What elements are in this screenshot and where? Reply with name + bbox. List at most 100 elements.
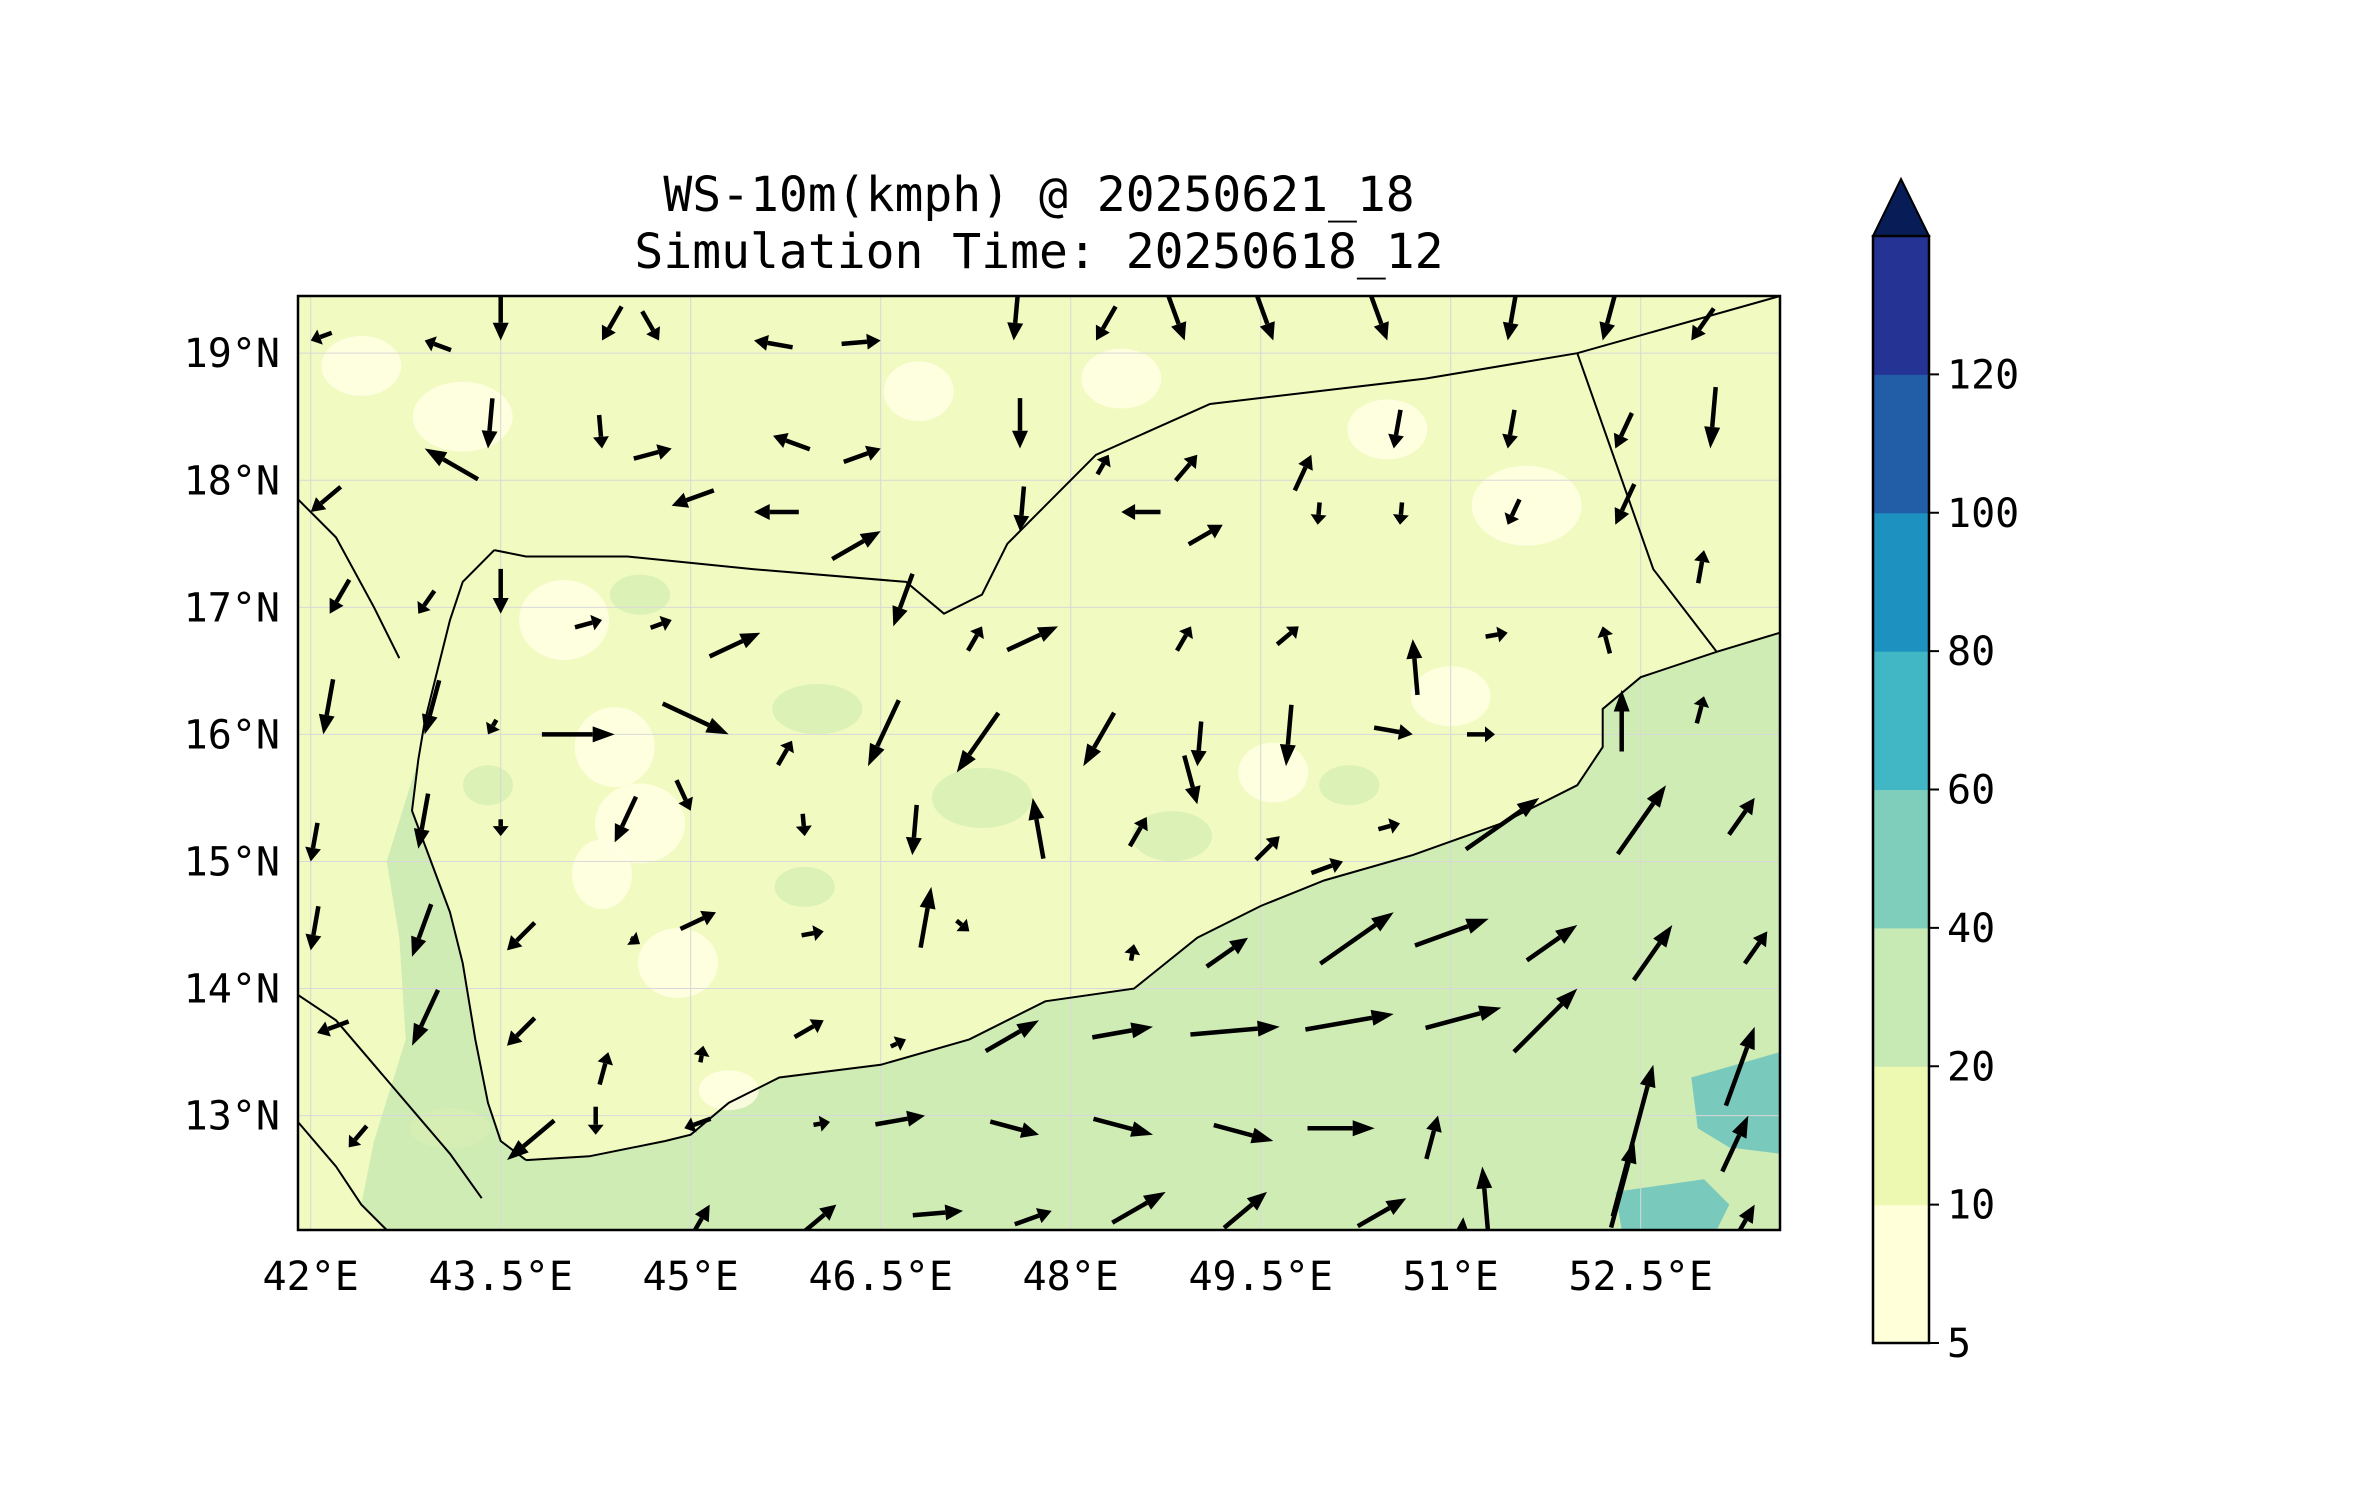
gulf-of-aden-field [526,632,1780,1230]
wind-arrow [776,740,794,767]
wind-arrow [984,1020,1039,1054]
colorbar-extend-triangle [1871,176,1931,237]
wind-arrow [1424,1115,1442,1160]
field-patch [1471,465,1582,546]
wind-arrow [305,905,322,951]
field-patch [774,866,835,907]
wind-arrow [989,1119,1039,1138]
field-patch [610,574,670,615]
wind-arrow [831,531,881,562]
colorbar-segment [1873,789,1929,929]
wind-arrow [587,1106,604,1135]
wind-arrow [889,1036,906,1051]
field-patch [519,580,609,660]
wind-arrow [1292,454,1313,492]
wind-arrow [1456,1217,1468,1230]
wind-arrow [1182,755,1201,805]
wind-arrow [918,886,936,948]
latitude-tick-labels: 19°N 18°N 17°N 16°N 15°N 14°N 13°N [184,331,280,1139]
coastline [298,498,401,659]
colorbar-segment [1873,651,1929,790]
wind-arrow [966,626,984,652]
wind-arrow [671,488,715,508]
wind-arrow [1310,502,1327,525]
wind-arrow [329,578,352,614]
colorbar-segments [1873,236,1929,1344]
wind-arrow [1012,398,1028,449]
field-patch [574,707,655,788]
wind-arrow [1166,296,1187,341]
colorbar-tick-label: 5 [1947,1321,1971,1367]
longitude-tick-labels: 42°E 43.5°E 45°E 46.5°E 48°E 49.5°E 51°E 52.5°E [263,1254,1713,1300]
wind-arrow [310,329,333,345]
field-patch [638,928,718,999]
wind-arrow [574,614,602,631]
lon-tick-label: 48°E [1023,1254,1119,1300]
wind-arrow [1388,409,1404,449]
colorbar-tick-label: 80 [1947,629,1995,675]
lat-tick-label: 18°N [184,458,280,504]
wind-arrow [597,1052,613,1086]
wind-arrow [1467,726,1495,743]
wind-arrow [1254,836,1280,862]
wind-arrow [424,336,452,353]
wind-arrow [1028,797,1046,859]
lon-tick-label: 49.5°E [1188,1254,1333,1300]
coastline [525,631,1780,1162]
wind-arrow [1254,296,1275,341]
wind-arrow [692,1204,710,1230]
wind-arrow [1092,1116,1153,1137]
wind-arrow [417,589,437,614]
red-sea-field [361,759,539,1230]
field-patch [1132,811,1212,862]
wind-arrow [793,1019,824,1040]
map-title-line1: WS-10m(kmph) @ 20250621_18 [663,167,1414,223]
lon-tick-label: 46.5°E [808,1254,953,1300]
wind-arrow [1319,912,1394,966]
wind-arrow [507,921,537,951]
wind-arrow [633,444,672,461]
wind-arrow [1173,454,1198,483]
wind-arrow [1213,1122,1274,1144]
wind-arrow [305,822,321,862]
wind-arrow [1121,504,1161,520]
lon-tick-label: 42°E [263,1254,359,1300]
field-patch [932,767,1032,828]
wind-arrow [1124,944,1141,961]
wind-arrow [1727,797,1755,836]
wind-arrow [649,615,672,631]
wind-arrow [841,333,881,350]
field-patch [463,765,513,806]
wind-arrow [1693,696,1710,724]
wind-arrow [1392,502,1409,525]
wind-arrow [1091,1022,1153,1040]
field-patch [595,783,685,864]
wind-arrow [1095,305,1118,341]
map-area [298,296,1780,1230]
wind-arrow [956,711,1001,773]
lon-tick-label: 51°E [1403,1254,1499,1300]
wind-arrow [481,398,498,449]
wind-arrow [1512,988,1578,1054]
wind-arrow [1205,937,1248,969]
wind-arrow [348,1124,369,1148]
wind-arrow [1614,483,1637,525]
colorbar-segment [1873,927,1929,1067]
field-patch [1347,399,1428,460]
field-patch [772,684,863,734]
wind-arrow [1476,1166,1493,1230]
wind-arrow [492,819,509,837]
wind-arrow [1485,626,1508,643]
wind-arrow [614,795,639,843]
wind-arrow [1083,711,1117,767]
wind-arrow [1127,817,1148,848]
wind-arrow [492,296,509,341]
wind-arrow [1305,1009,1394,1032]
colorbar-tick-label: 20 [1947,1044,1995,1090]
colorbar-tick-label: 100 [1947,491,2019,537]
wind-arrow [507,1016,537,1046]
wind-arrow [318,678,336,735]
wind-arrow [424,448,480,482]
wind-arrow [674,779,693,811]
coastline [298,1121,388,1230]
